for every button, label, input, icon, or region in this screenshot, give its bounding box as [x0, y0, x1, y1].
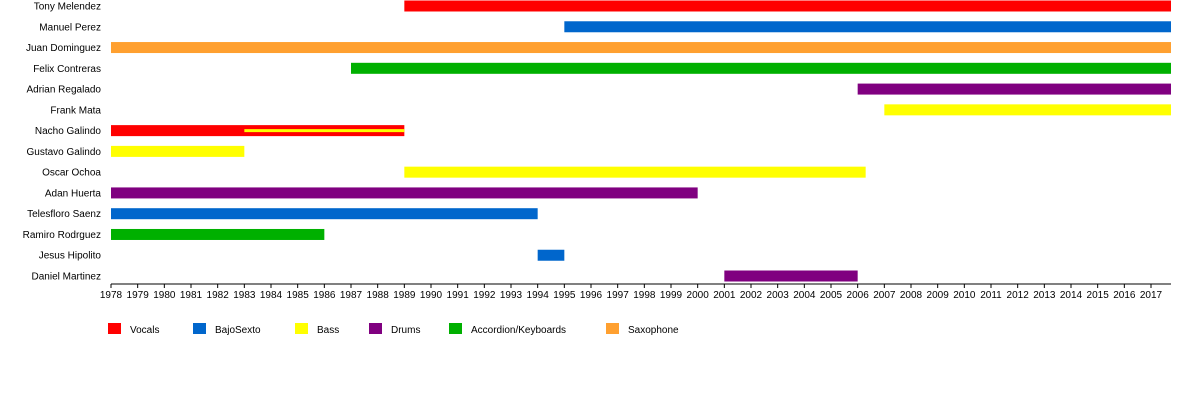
legend-swatch-accordion-keyboards — [449, 323, 462, 334]
legend-label-drums: Drums — [391, 325, 420, 336]
bar-manuel-perez-bajosexto — [564, 21, 1171, 33]
tick-label-1984: 1984 — [260, 290, 283, 301]
tick-label-2010: 2010 — [953, 290, 976, 301]
tick-label-1991: 1991 — [447, 290, 470, 301]
member-label-oscar-ochoa: Oscar Ochoa — [42, 168, 101, 179]
tick-label-2013: 2013 — [1033, 290, 1056, 301]
bar-felix-contreras-accordion-keyboards — [351, 62, 1171, 74]
bar-tony-melendez-vocals — [404, 0, 1171, 12]
tick-label-2000: 2000 — [687, 290, 710, 301]
tick-label-2009: 2009 — [927, 290, 950, 301]
member-label-frank-mata: Frank Mata — [50, 105, 101, 116]
legend-label-bass: Bass — [317, 325, 339, 336]
tick-label-2004: 2004 — [793, 290, 816, 301]
tick-label-1981: 1981 — [180, 290, 203, 301]
bar-nacho-galindo-bass — [244, 129, 405, 133]
tick-label-1995: 1995 — [553, 290, 576, 301]
tick-label-2002: 2002 — [740, 290, 763, 301]
legend-swatch-saxophone — [606, 323, 619, 334]
member-label-juan-dominguez: Juan Dominguez — [26, 43, 101, 54]
legend: Vocals BajoSexto Bass Drums Accordion/Keyboa… — [108, 323, 679, 336]
tick-label-2008: 2008 — [900, 290, 923, 301]
member-label-adrian-regalado: Adrian Regalado — [27, 85, 102, 96]
bar-daniel-martinez-drums — [724, 270, 858, 282]
tick-label-1996: 1996 — [580, 290, 603, 301]
member-label-gustavo-galindo: Gustavo Galindo — [27, 147, 102, 158]
tick-label-1979: 1979 — [127, 290, 150, 301]
tick-label-2011: 2011 — [980, 290, 1002, 301]
tick-label-1992: 1992 — [473, 290, 496, 301]
tick-label-2001: 2001 — [713, 290, 736, 301]
bar-juan-dominguez-saxophone — [111, 42, 1171, 54]
legend-swatch-vocals — [108, 323, 121, 334]
member-label-felix-contreras: Felix Contreras — [33, 64, 101, 75]
member-label-manuel-perez: Manuel Perez — [39, 22, 101, 33]
tick-label-1986: 1986 — [313, 290, 336, 301]
tick-label-1980: 1980 — [153, 290, 176, 301]
member-label-telesfloro-saenz: Telesfloro Saenz — [27, 209, 101, 220]
tick-label-1982: 1982 — [207, 290, 230, 301]
member-label-tony-melendez: Tony Melendez — [34, 2, 101, 13]
tick-label-1999: 1999 — [660, 290, 683, 301]
tick-label-1993: 1993 — [500, 290, 523, 301]
x-axis: 1978 1979 1980 1981 1982 1983 1984 1985 1986 1987… — [100, 283, 1171, 301]
tick-label-1998: 1998 — [633, 290, 656, 301]
tick-label-1994: 1994 — [527, 290, 550, 301]
bar-ramiro-rodrguez-accordion-keyboards — [111, 228, 325, 240]
tick-label-2007: 2007 — [873, 290, 896, 301]
legend-label-vocals: Vocals — [130, 325, 159, 336]
tick-label-1983: 1983 — [233, 290, 256, 301]
bar-gustavo-galindo-bass — [111, 145, 245, 157]
member-label-daniel-martinez: Daniel Martinez — [32, 272, 101, 283]
legend-swatch-drums — [369, 323, 382, 334]
member-label-jesus-hipolito: Jesus Hipolito — [39, 251, 102, 262]
tick-label-2015: 2015 — [1087, 290, 1110, 301]
tick-label-2005: 2005 — [820, 290, 843, 301]
bar-telesfloro-saenz-bajosexto — [111, 208, 538, 220]
legend-label-accordion-keyboards: Accordion/Keyboards — [471, 325, 566, 336]
legend-label-bajosexto: BajoSexto — [215, 325, 261, 336]
tick-label-2003: 2003 — [767, 290, 790, 301]
legend-swatch-bass — [295, 323, 308, 334]
bar-frank-mata-bass — [884, 104, 1171, 116]
tick-label-2014: 2014 — [1060, 290, 1083, 301]
tick-label-1990: 1990 — [420, 290, 443, 301]
tick-label-1978: 1978 — [100, 290, 123, 301]
member-labels: Tony Melendez Manuel Perez Juan Dominguez F… — [23, 2, 102, 283]
tick-label-1989: 1989 — [393, 290, 416, 301]
bar-adan-huerta-drums — [111, 187, 698, 199]
bar-adrian-regalado-drums — [857, 83, 1171, 95]
legend-label-saxophone: Saxophone — [628, 325, 679, 336]
member-label-nacho-galindo: Nacho Galindo — [35, 126, 102, 137]
tick-label-2006: 2006 — [847, 290, 870, 301]
tick-label-1997: 1997 — [607, 290, 630, 301]
tick-label-1988: 1988 — [367, 290, 390, 301]
legend-swatch-bajosexto — [193, 323, 206, 334]
tick-label-1987: 1987 — [340, 290, 363, 301]
member-label-adan-huerta: Adan Huerta — [45, 188, 102, 199]
timeline-bars — [111, 0, 1171, 282]
tick-label-2012: 2012 — [1007, 290, 1030, 301]
tick-label-1985: 1985 — [287, 290, 310, 301]
bar-jesus-hipolito-bajosexto — [537, 249, 565, 261]
tick-label-2017: 2017 — [1140, 290, 1163, 301]
member-label-ramiro-rodrguez: Ramiro Rodrguez — [23, 230, 101, 241]
tick-label-2016: 2016 — [1113, 290, 1136, 301]
bar-oscar-ochoa-bass — [404, 166, 866, 178]
